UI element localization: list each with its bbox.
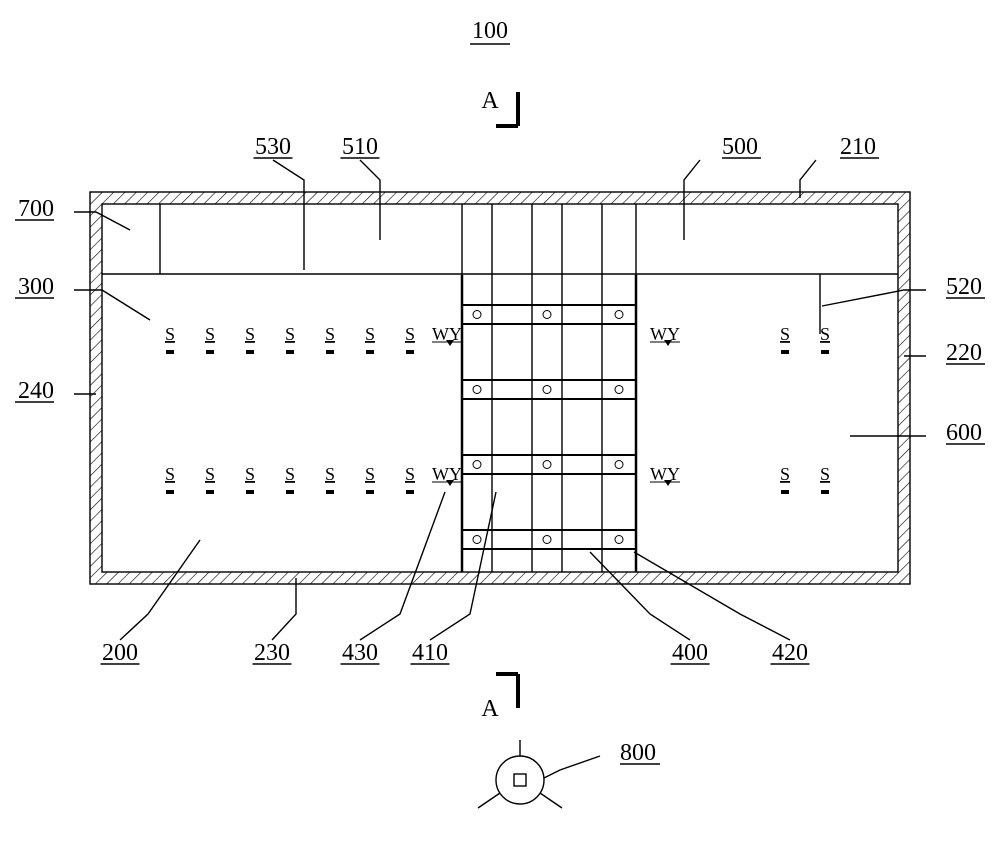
s-dot [166, 350, 174, 354]
leader-230 [272, 578, 296, 640]
leader-400 [590, 552, 690, 640]
label-500: 500 [722, 134, 758, 160]
label-420: 420 [772, 640, 808, 666]
s-dot [286, 490, 294, 494]
joint-circle [615, 386, 623, 394]
label-410: 410 [412, 640, 448, 666]
s-dot [366, 350, 374, 354]
s-mark: S [165, 324, 175, 344]
s-mark: S [285, 464, 295, 484]
s-dot [406, 490, 414, 494]
s-dot [246, 490, 254, 494]
joint-circle [473, 536, 481, 544]
label-430: 430 [342, 640, 378, 666]
label-600: 600 [946, 420, 982, 446]
s-mark: S [285, 324, 295, 344]
label-530: 530 [255, 134, 291, 160]
s-mark: S [820, 324, 830, 344]
joint-circle [473, 311, 481, 319]
s-dot [206, 350, 214, 354]
s-mark: S [780, 324, 790, 344]
fan-circle [496, 756, 544, 804]
s-mark: S [205, 464, 215, 484]
engineering-diagram: 100AASSSSSSSSSSSSSSSSSSWYWYWYWY530510500… [0, 0, 1000, 844]
joint-circle [473, 386, 481, 394]
s-dot [406, 350, 414, 354]
s-dot [246, 350, 254, 354]
s-dot [781, 490, 789, 494]
leader-300 [74, 290, 150, 320]
s-mark: S [780, 464, 790, 484]
leader-800 [544, 756, 600, 778]
s-dot [206, 490, 214, 494]
s-dot [326, 490, 334, 494]
s-mark: S [365, 464, 375, 484]
s-dot [821, 350, 829, 354]
s-dot [286, 350, 294, 354]
s-dot [781, 350, 789, 354]
s-mark: S [365, 324, 375, 344]
leader-420 [634, 552, 790, 640]
joint-circle [543, 536, 551, 544]
label-700: 700 [18, 196, 54, 222]
s-dot [166, 490, 174, 494]
label-300: 300 [18, 274, 54, 300]
outer-rect [90, 192, 910, 584]
s-mark: S [405, 464, 415, 484]
s-mark: S [165, 464, 175, 484]
label-230: 230 [254, 640, 290, 666]
s-mark: S [325, 324, 335, 344]
figure-number: 100 [472, 18, 508, 44]
joint-circle [615, 461, 623, 469]
label-240: 240 [18, 378, 54, 404]
s-mark: S [205, 324, 215, 344]
label-220: 220 [946, 340, 982, 366]
label-210: 210 [840, 134, 876, 160]
joint-circle [543, 311, 551, 319]
s-dot [821, 490, 829, 494]
leader-430 [360, 492, 445, 640]
joint-circle [615, 536, 623, 544]
s-mark: S [245, 324, 255, 344]
s-dot [366, 490, 374, 494]
label-800: 800 [620, 740, 656, 766]
section-label-bottom: A [481, 696, 499, 722]
label-400: 400 [672, 640, 708, 666]
wall-hatch [90, 192, 910, 584]
joint-circle [615, 311, 623, 319]
s-dot [326, 350, 334, 354]
inner-rect [102, 204, 898, 572]
s-mark: S [405, 324, 415, 344]
joint-circle [543, 386, 551, 394]
section-label-top: A [481, 88, 499, 114]
s-mark: S [245, 464, 255, 484]
leader-530 [273, 160, 304, 270]
label-510: 510 [342, 134, 378, 160]
s-mark: S [820, 464, 830, 484]
joint-circle [543, 461, 551, 469]
label-200: 200 [102, 640, 138, 666]
leader-200 [120, 540, 200, 640]
joint-circle [473, 461, 481, 469]
label-520: 520 [946, 274, 982, 300]
s-mark: S [325, 464, 335, 484]
fan-square [514, 774, 526, 786]
